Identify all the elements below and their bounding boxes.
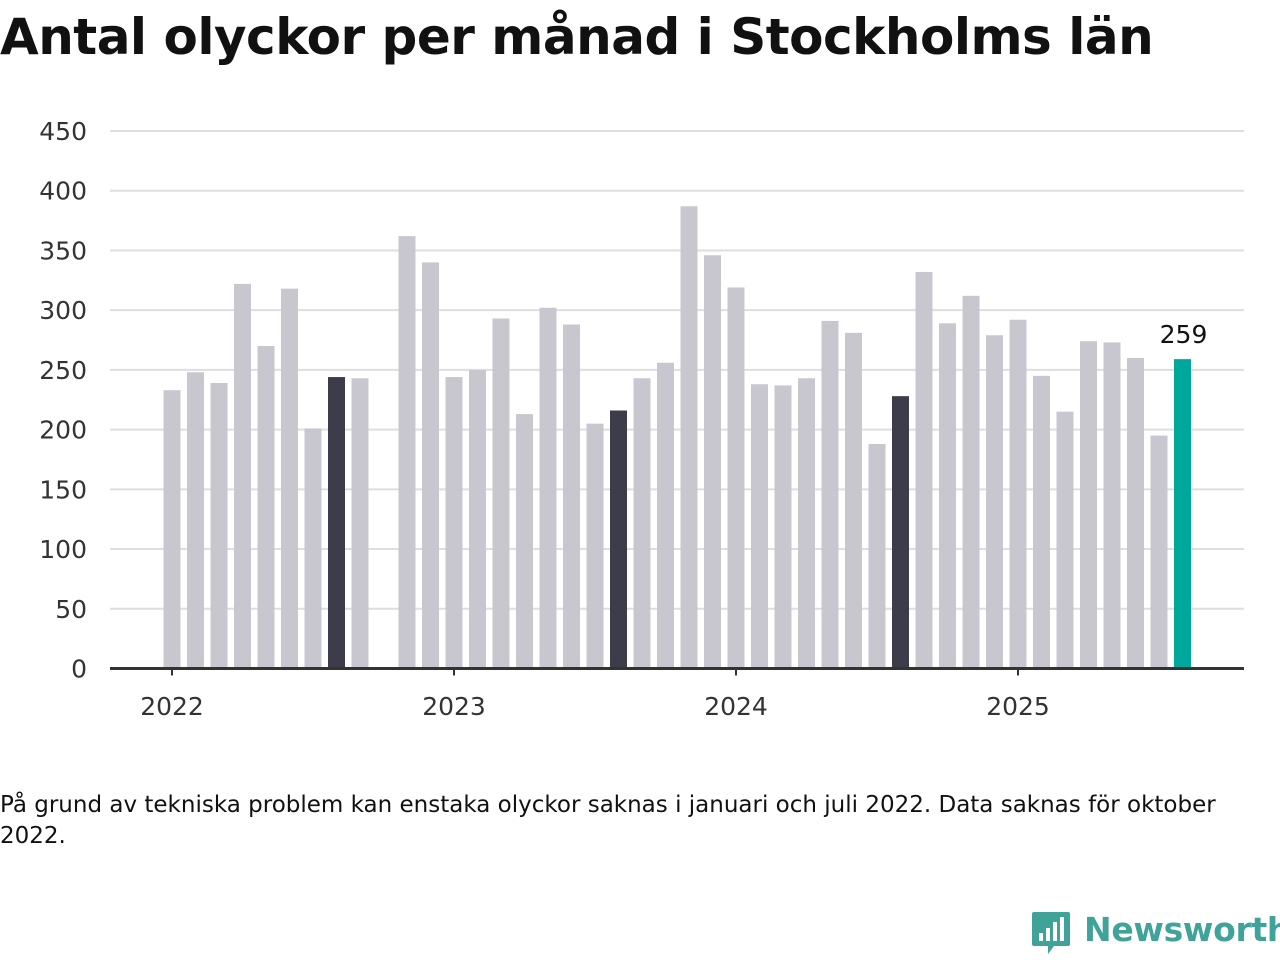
chart-title: Antal olyckor per månad i Stockholms län xyxy=(0,8,1154,66)
bar-2022-09 xyxy=(351,378,369,669)
bar-2025-08 xyxy=(1174,359,1191,669)
bar-2023-02 xyxy=(469,369,486,669)
bar-2022-11 xyxy=(398,236,416,669)
y-tick-label: 200 xyxy=(39,416,87,445)
bar-2025-07 xyxy=(1150,435,1168,669)
bar-2022-06 xyxy=(281,288,298,669)
y-tick-label: 400 xyxy=(39,177,87,206)
bar-2023-08 xyxy=(610,410,627,669)
y-tick-label: 300 xyxy=(39,296,87,325)
bar-2024-10 xyxy=(939,323,956,669)
x-tick-label: 2023 xyxy=(422,692,486,721)
data-labels: 259 xyxy=(1160,320,1208,349)
bar-2023-05 xyxy=(539,307,557,669)
y-tick-label: 450 xyxy=(39,117,87,146)
bar-2022-03 xyxy=(210,383,228,669)
bar-2022-02 xyxy=(187,372,204,669)
bar-2022-04 xyxy=(234,283,251,669)
y-tick-label: 350 xyxy=(39,236,87,265)
bar-2023-07 xyxy=(586,423,604,669)
bar-2024-01 xyxy=(727,287,745,669)
bar-chart: 0 50 100 150 200 250 300 350 400 450 2022 2023 2024… xyxy=(39,117,1244,721)
x-tick-label: 2024 xyxy=(704,692,768,721)
bar-2023-04 xyxy=(516,414,533,669)
bar-2023-10 xyxy=(657,362,674,669)
bar-2024-11 xyxy=(962,295,980,669)
y-tick-label: 0 xyxy=(71,655,87,684)
bar-2023-03 xyxy=(492,318,510,669)
bar-2024-05 xyxy=(821,320,839,669)
x-axis: 2022 2023 2024 2025 xyxy=(110,667,1244,721)
y-tick-label: 150 xyxy=(39,475,87,504)
bar-2024-08 xyxy=(892,396,909,669)
y-axis: 0 50 100 150 200 250 300 350 400 450 xyxy=(39,117,87,684)
bar-2022-01 xyxy=(163,390,181,669)
logo-text: Newsworthy xyxy=(1084,910,1280,949)
bar-2022-05 xyxy=(257,346,275,669)
bar-2025-05 xyxy=(1103,342,1121,669)
bars xyxy=(163,206,1191,669)
bar-2022-07 xyxy=(304,428,322,669)
data-label: 259 xyxy=(1160,320,1208,349)
bar-2023-12 xyxy=(704,255,721,669)
bar-2024-02 xyxy=(751,384,768,669)
bar-2024-12 xyxy=(986,335,1003,669)
y-tick-label: 250 xyxy=(39,356,87,385)
bar-2024-04 xyxy=(798,378,815,669)
bar-2023-01 xyxy=(445,377,463,669)
bar-2025-01 xyxy=(1009,319,1027,669)
bar-2023-11 xyxy=(680,206,698,669)
x-tick-label: 2022 xyxy=(140,692,204,721)
bar-2022-12 xyxy=(422,262,439,669)
newsworthy-logo-icon xyxy=(1032,912,1070,954)
bar-2024-03 xyxy=(774,385,792,669)
newsworthy-logo[interactable]: Newsworthy xyxy=(1030,910,1280,960)
bar-2024-09 xyxy=(915,271,933,669)
bar-2024-06 xyxy=(845,332,862,669)
bar-2023-06 xyxy=(563,324,580,669)
bar-2025-04 xyxy=(1080,341,1097,669)
footnote: På grund av tekniska problem kan enstaka… xyxy=(0,792,1216,849)
bar-2025-02 xyxy=(1033,375,1050,669)
bar-2025-03 xyxy=(1056,411,1074,669)
bar-2023-09 xyxy=(633,378,651,669)
bar-2024-07 xyxy=(868,443,886,669)
y-tick-label: 100 xyxy=(39,535,87,564)
x-tick-label: 2025 xyxy=(986,692,1050,721)
y-tick-label: 50 xyxy=(55,595,87,624)
grid-lines xyxy=(110,130,1244,610)
bar-2025-06 xyxy=(1127,357,1144,669)
bar-2022-08 xyxy=(328,377,345,669)
